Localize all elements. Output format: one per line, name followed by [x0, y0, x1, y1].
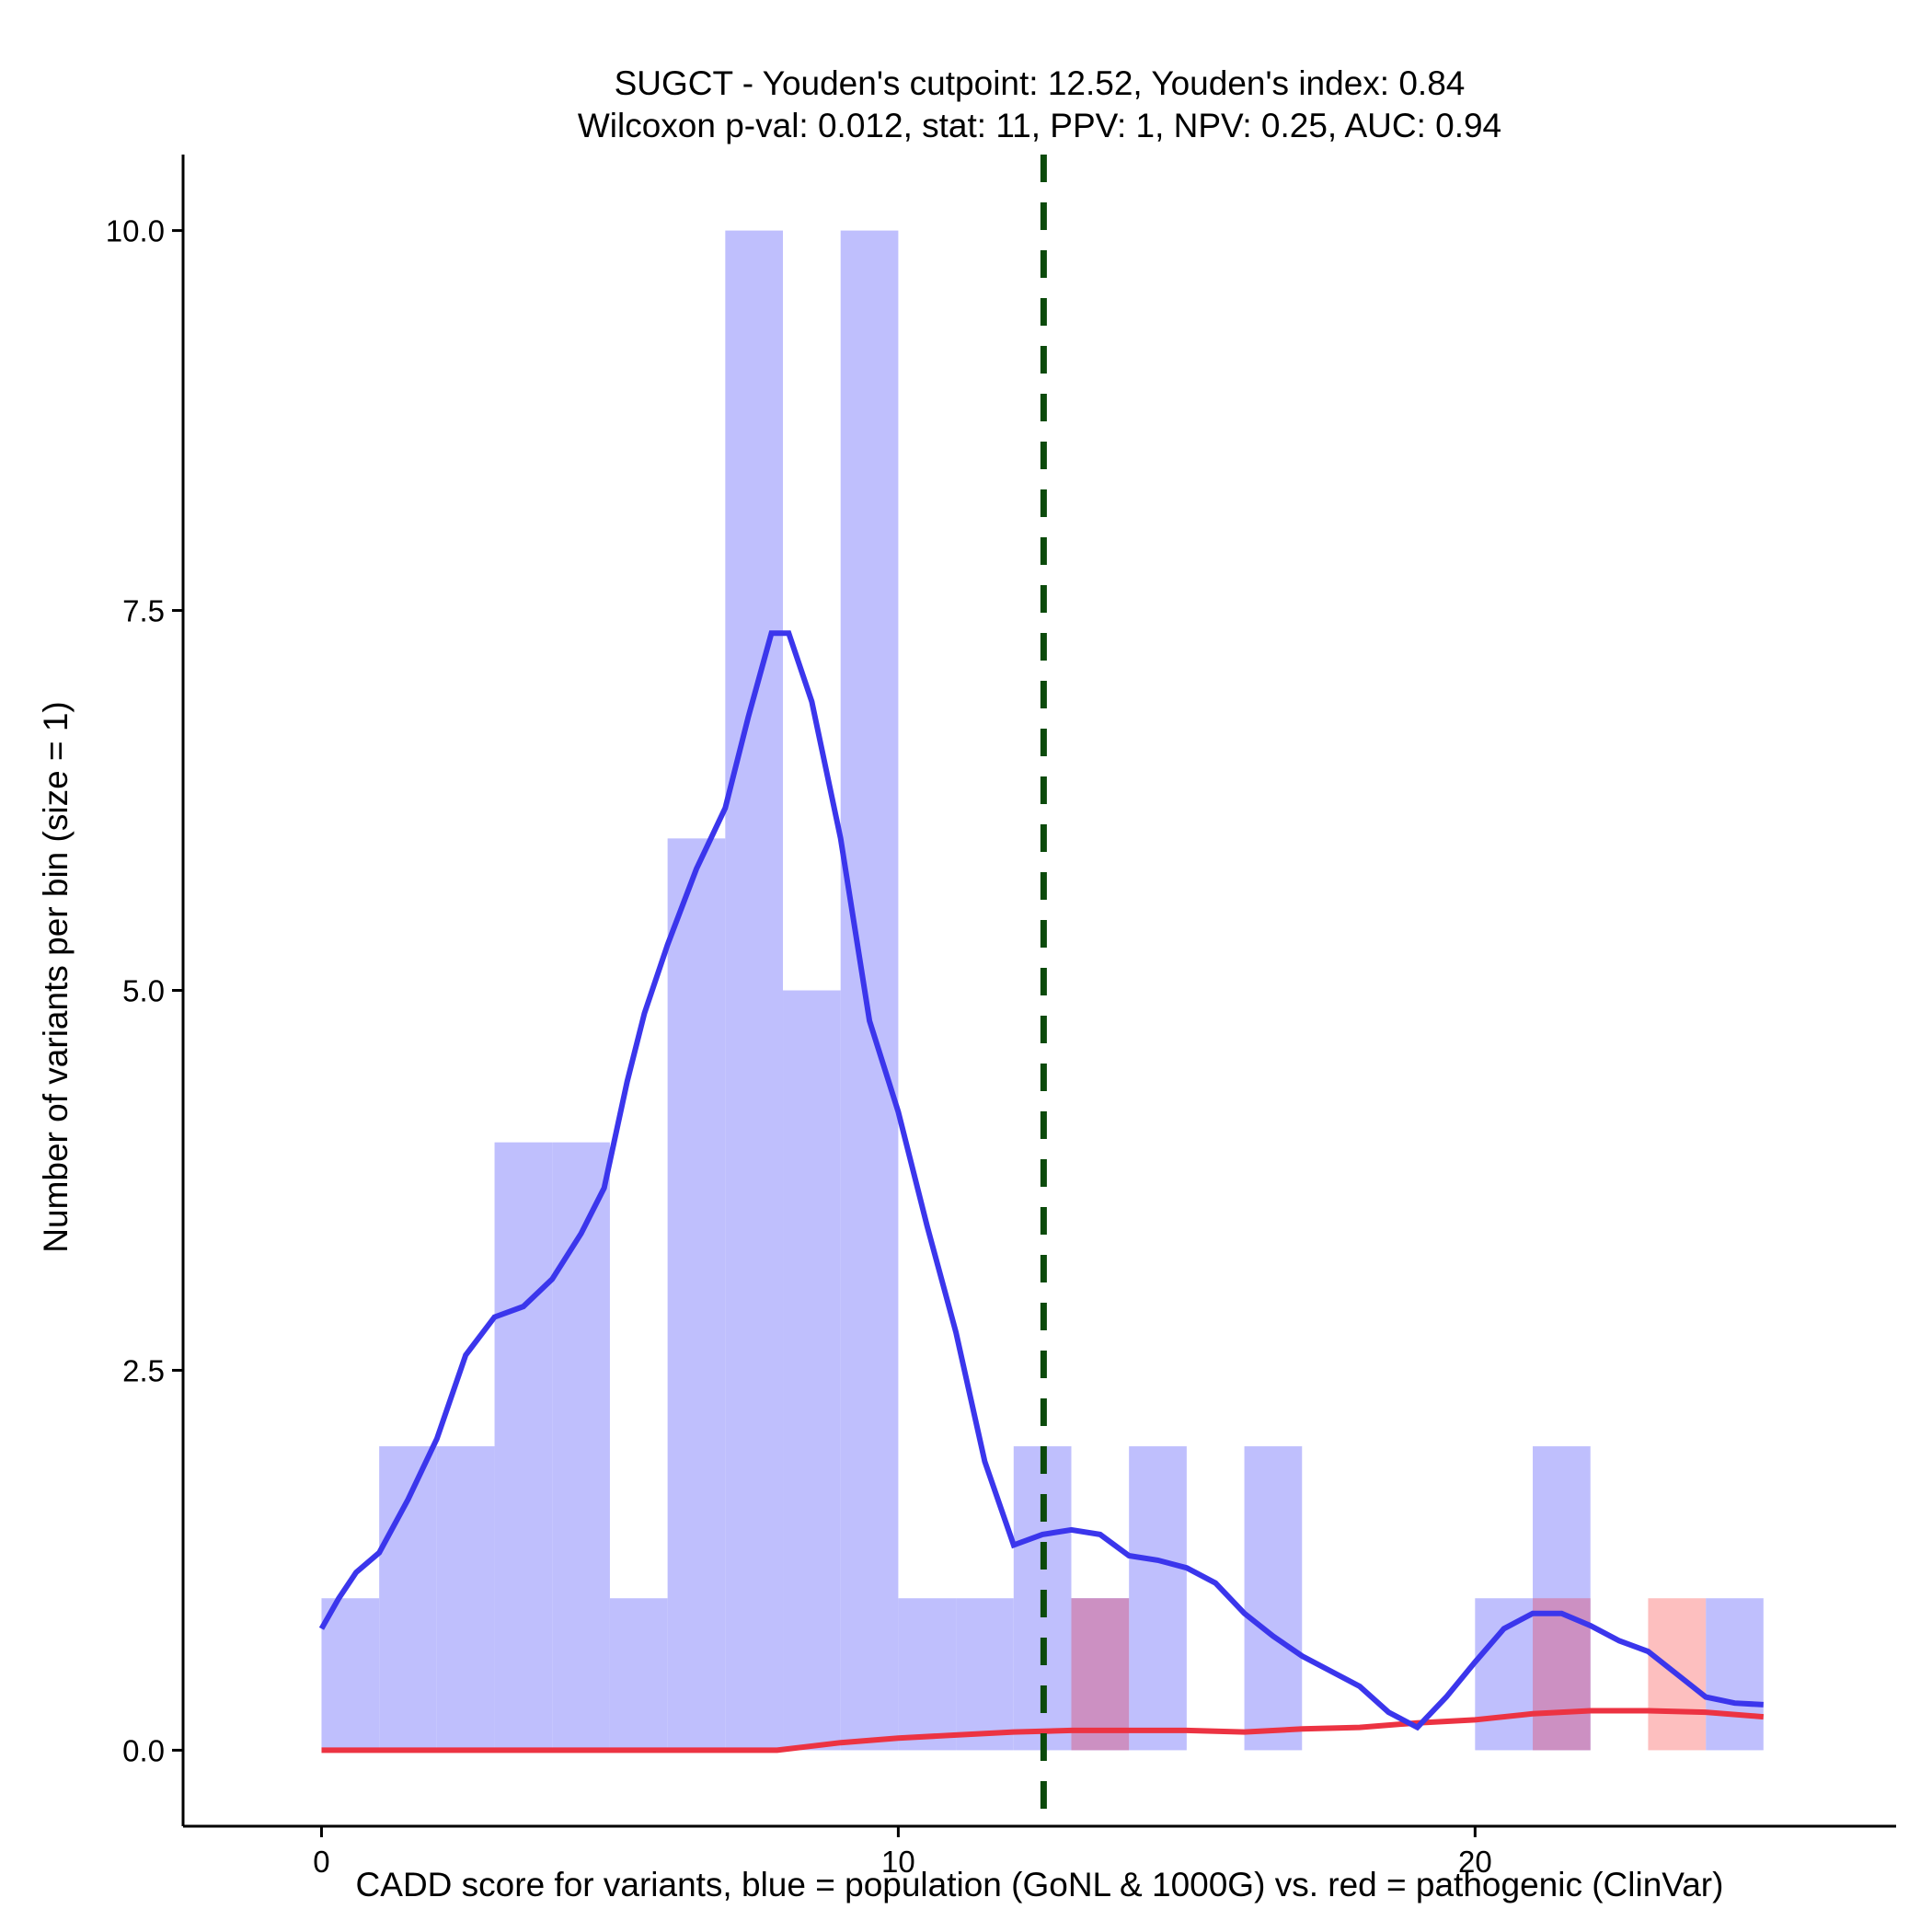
- population-bar-4: [552, 1142, 610, 1751]
- x-axis-title: CADD score for variants, blue = populati…: [356, 1866, 1724, 1903]
- population-bar-6: [667, 838, 726, 1751]
- population-bar-5: [609, 1598, 668, 1751]
- population-bar-20: [1475, 1598, 1534, 1751]
- y-tick-label: 2.5: [122, 1353, 165, 1387]
- pathogenic-bar-13: [1071, 1598, 1130, 1751]
- y-tick-label: 7.5: [122, 594, 165, 628]
- population-bar-0: [321, 1598, 380, 1751]
- population-bar-7: [725, 230, 784, 1751]
- y-axis-title: Number of variants per bin (size = 1): [37, 701, 75, 1252]
- population-density-line: [318, 630, 1764, 1731]
- y-axis-ticks: 0.0 2.5 5.0 7.5 10.0: [106, 214, 183, 1767]
- population-bar-11: [956, 1598, 1014, 1751]
- population-bar-1: [379, 1446, 437, 1751]
- chart-title-line-2: Wilcoxon p-val: 0.012, stat: 11, PPV: 1,…: [578, 107, 1501, 144]
- y-tick-label: 0.0: [122, 1733, 165, 1767]
- y-tick-label: 10.0: [106, 214, 165, 248]
- population-bar-24: [1706, 1598, 1764, 1751]
- population-bar-3: [494, 1142, 553, 1751]
- population-bar-14: [1129, 1446, 1187, 1751]
- x-tick-label: 10: [881, 1845, 915, 1879]
- population-bar-9: [840, 230, 899, 1751]
- pathogenic-density-line: [321, 1708, 1765, 1754]
- population-bar-16: [1244, 1446, 1303, 1751]
- x-tick-label: 20: [1458, 1845, 1492, 1879]
- chart-title-line-1: SUGCT - Youden's cutpoint: 12.52, Youden…: [615, 64, 1466, 102]
- population-bar-2: [436, 1446, 495, 1751]
- x-tick-label: 0: [313, 1845, 329, 1879]
- x-axis-ticks: 0 10 20: [313, 1826, 1492, 1879]
- pathogenic-bars: [1071, 1598, 1707, 1751]
- population-bar-8: [783, 990, 841, 1751]
- y-tick-label: 5.0: [122, 974, 165, 1008]
- population-bar-10: [898, 1598, 957, 1751]
